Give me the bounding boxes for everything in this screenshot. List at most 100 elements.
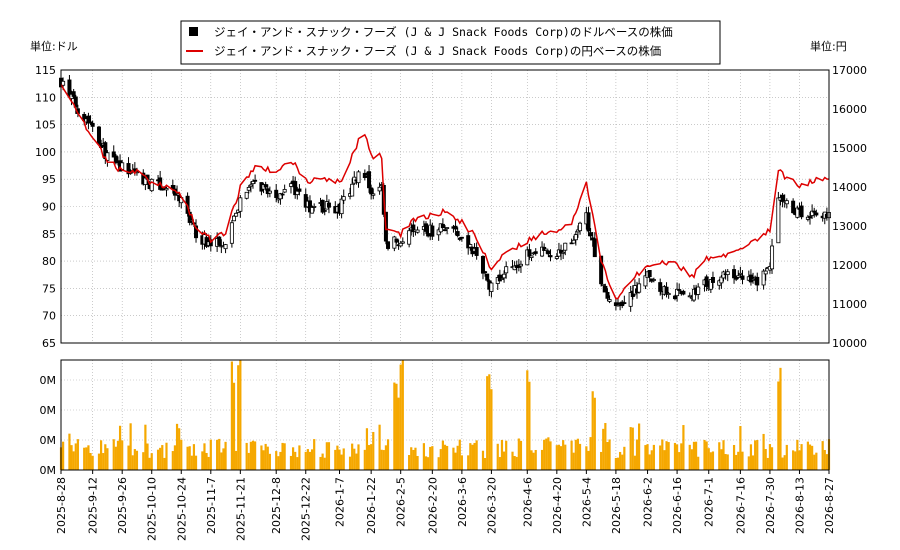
left-tick-label: 75 <box>42 282 56 295</box>
volume-bar <box>194 455 198 470</box>
volume-bar <box>515 456 518 470</box>
volume-bar <box>589 437 592 470</box>
volume-bar <box>562 440 565 470</box>
x-tick-label: 2026-5-18 <box>610 477 623 534</box>
x-tick-label: 2026-7-16 <box>734 477 747 534</box>
candle-body <box>748 274 753 283</box>
x-tick-label: 2026-6-16 <box>671 477 684 534</box>
volume-bar <box>348 456 352 470</box>
volume-bar <box>91 455 94 470</box>
volume-bar <box>737 451 740 470</box>
candle-body <box>573 234 578 241</box>
volume-bar <box>454 452 457 470</box>
volume-bar <box>741 451 744 470</box>
volume-bar <box>306 449 309 470</box>
x-tick-label: 2026-8-27 <box>823 477 836 534</box>
volume-bar <box>83 447 86 470</box>
volume-bar <box>279 451 282 470</box>
candle-body <box>672 295 677 300</box>
volume-bar <box>770 447 774 470</box>
candle-body <box>734 276 739 280</box>
volume-bar <box>175 423 179 470</box>
volume-bar <box>823 449 826 470</box>
volume-bar <box>298 445 301 470</box>
volume-bar <box>372 431 375 470</box>
candle-body <box>563 242 568 251</box>
volume-bar <box>321 453 324 470</box>
volume-bar <box>365 428 369 470</box>
volume-bar <box>665 441 668 470</box>
volume-bar <box>564 444 567 470</box>
volume-bar <box>260 445 263 470</box>
candle-body <box>776 197 781 244</box>
volume-bar <box>549 441 552 470</box>
volume-bar <box>619 451 622 470</box>
candle-body <box>160 188 165 191</box>
x-tick-label: 2026-5-4 <box>580 477 593 527</box>
candle-body <box>248 184 253 187</box>
volume-bar <box>505 440 508 470</box>
candle-body <box>704 276 709 287</box>
candle-body <box>312 206 317 208</box>
volume-axis-ticks: 0M 0M 0M 0M <box>40 374 57 477</box>
volume-bar <box>718 442 721 470</box>
volume-bar <box>70 445 73 470</box>
volume-bar <box>266 446 269 470</box>
volume-bar <box>338 449 341 470</box>
candle-body <box>664 286 669 294</box>
volume-bar <box>313 439 316 470</box>
candle-body <box>548 255 553 258</box>
candle-body <box>71 91 76 97</box>
candle-body <box>322 210 327 212</box>
jpy-price-line <box>60 83 830 300</box>
volume-bar <box>572 452 575 470</box>
candle-body <box>529 255 534 258</box>
candle-body <box>544 248 549 251</box>
candle-body <box>310 207 315 214</box>
right-tick-label: 15000 <box>832 142 867 155</box>
candle-body <box>810 210 815 216</box>
volume-bar <box>646 444 649 470</box>
volume-bar <box>783 455 786 470</box>
candle-body <box>588 232 593 237</box>
volume-bar <box>232 382 236 470</box>
candle-body <box>149 178 154 192</box>
volume-bar <box>688 444 691 470</box>
volume-bar <box>779 367 782 470</box>
volume-bar <box>606 442 609 470</box>
volume-bar <box>264 443 267 470</box>
left-tick-label: 85 <box>42 228 56 241</box>
candle-body <box>194 225 199 239</box>
volume-bar <box>251 440 255 470</box>
volume-bar <box>424 456 428 470</box>
volume-bar <box>245 442 248 470</box>
volume-bar <box>443 444 447 470</box>
candle-body <box>732 269 737 279</box>
left-tick-label: 80 <box>42 255 56 268</box>
volume-bar <box>395 383 398 470</box>
candle-body <box>607 299 612 302</box>
candle-body <box>613 302 618 307</box>
volume-panel-frame <box>60 359 830 471</box>
volume-bar <box>180 439 183 470</box>
candle-body <box>637 283 642 293</box>
volume-bar <box>675 444 679 470</box>
x-tick-label: 2026-2-5 <box>395 477 408 527</box>
candlestick-series <box>59 74 832 312</box>
volume-bar <box>355 453 358 470</box>
volume-bar <box>739 426 742 470</box>
volume-bar <box>422 443 426 470</box>
right-axis-ticks: 10000 11000 12000 13000 14000 15000 16000 17000 <box>832 64 867 350</box>
volume-bar <box>825 454 828 470</box>
volume-bar <box>159 447 162 470</box>
volume-bar <box>469 443 472 470</box>
candle-body <box>398 242 403 247</box>
volume-bar <box>682 425 685 470</box>
candle-body <box>795 207 800 218</box>
candle-body <box>293 181 298 196</box>
candle-body <box>341 196 346 201</box>
volume-tick-label: 0M <box>40 434 57 447</box>
volume-bar <box>304 451 307 470</box>
volume-bar <box>481 450 485 470</box>
candle-body <box>658 282 663 292</box>
